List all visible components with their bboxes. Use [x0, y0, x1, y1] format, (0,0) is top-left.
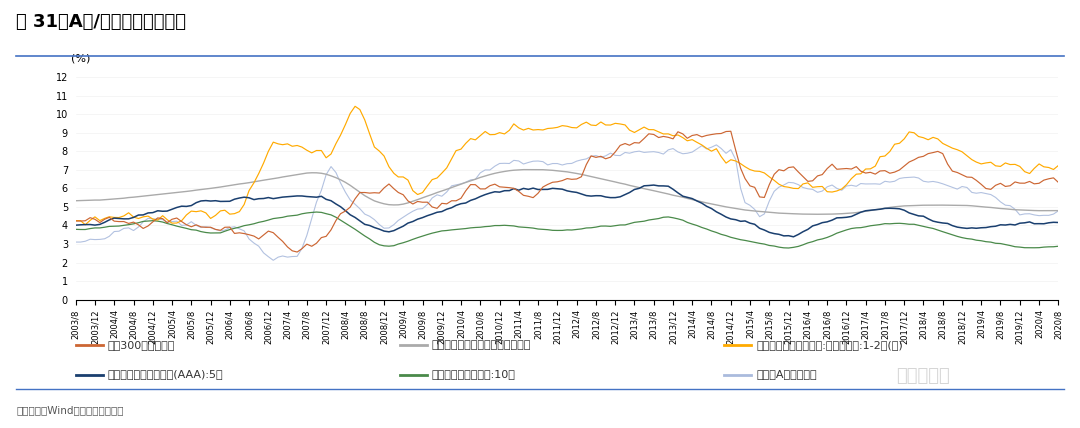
Text: 信托产品预期年收益率:贷款类信托:1-2年(含): 信托产品预期年收益率:贷款类信托:1-2年(含)	[756, 339, 903, 350]
Text: 图 31：A股/主要金融资产比价: 图 31：A股/主要金融资产比价	[16, 13, 186, 31]
Text: (%): (%)	[70, 54, 90, 64]
Text: 中债企业债到期收益率(AAA):5年: 中债企业债到期收益率(AAA):5年	[108, 369, 224, 380]
Text: 金融机构人民币贷款加权平均利率: 金融机构人民币贷款加权平均利率	[432, 339, 531, 350]
Text: 观察员老陈: 观察员老陈	[896, 367, 950, 385]
Text: 万得全A隐含收益率: 万得全A隐含收益率	[756, 369, 816, 380]
Text: 资料来源：Wind，国元证券研究所: 资料来源：Wind，国元证券研究所	[16, 405, 124, 415]
Text: 沪深300隐含收益率: 沪深300隐含收益率	[108, 339, 175, 350]
Text: 中债国债到期收益率:10年: 中债国债到期收益率:10年	[432, 369, 516, 380]
